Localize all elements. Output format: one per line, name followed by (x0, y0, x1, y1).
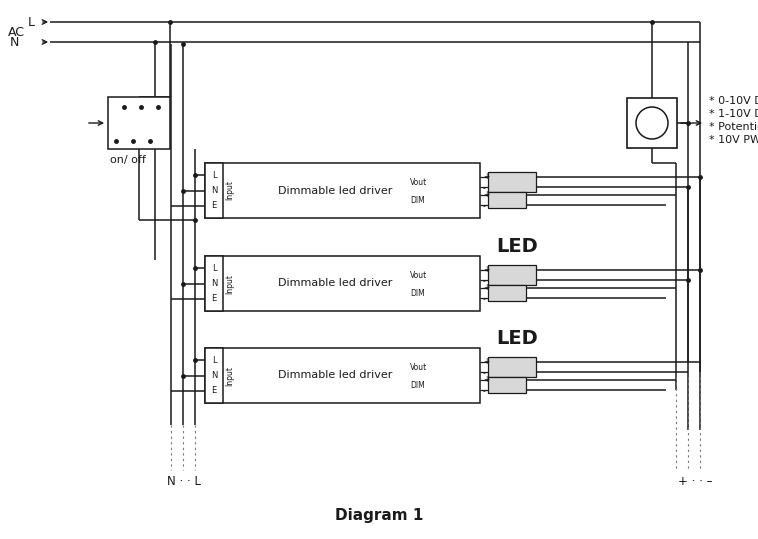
Text: N · · L: N · · L (167, 475, 201, 488)
Text: Vout: Vout (410, 363, 428, 372)
Text: -: - (483, 277, 486, 286)
Bar (488, 265, 536, 285)
Text: +: + (483, 283, 490, 292)
Text: * 1-10V DC: * 1-10V DC (709, 109, 758, 119)
Text: DIM: DIM (410, 289, 424, 298)
Text: N: N (211, 186, 218, 195)
Text: E: E (211, 386, 217, 396)
Text: +: + (483, 265, 490, 274)
Text: AC: AC (8, 25, 25, 38)
Text: +: + (483, 375, 490, 384)
Text: E: E (211, 202, 217, 210)
Text: Vout: Vout (410, 271, 428, 280)
Bar (205, 256, 480, 311)
Text: N: N (211, 279, 218, 288)
Bar (205, 348, 480, 403)
Bar (205, 163, 480, 218)
Text: L: L (211, 356, 216, 364)
Bar (627, 98, 677, 148)
Text: E: E (211, 294, 217, 303)
Bar (205, 163, 223, 218)
Text: Input: Input (225, 181, 234, 201)
Text: Dimmable led driver: Dimmable led driver (278, 370, 393, 381)
Text: Input: Input (225, 273, 234, 294)
Text: + · · –: + · · – (678, 475, 713, 488)
Text: -: - (483, 387, 486, 396)
Text: -: - (483, 202, 486, 211)
Text: +: + (483, 357, 490, 366)
Text: N: N (10, 36, 20, 49)
Text: +: + (483, 190, 490, 199)
Text: -: - (483, 184, 486, 193)
Text: LED: LED (496, 237, 538, 255)
Bar (205, 348, 223, 403)
Text: on/ off: on/ off (110, 155, 146, 165)
Text: DIM: DIM (410, 196, 424, 205)
Text: * 0-10V DC: * 0-10V DC (709, 96, 758, 106)
Text: -: - (483, 295, 486, 304)
Text: Diagram 1: Diagram 1 (335, 508, 423, 523)
Text: -: - (483, 369, 486, 378)
Text: L: L (211, 171, 216, 179)
Text: Dimmable led driver: Dimmable led driver (278, 185, 393, 196)
Bar (488, 357, 536, 377)
Text: L: L (211, 264, 216, 273)
Text: Dimmable led driver: Dimmable led driver (278, 279, 393, 288)
Text: +: + (483, 172, 490, 181)
Text: LED: LED (496, 328, 538, 348)
Circle shape (636, 107, 668, 139)
Bar (488, 285, 526, 301)
Text: Vout: Vout (410, 178, 428, 186)
Text: DIM: DIM (410, 381, 424, 390)
Bar (488, 377, 526, 393)
Bar (205, 256, 223, 311)
Text: Input: Input (225, 365, 234, 385)
Bar (488, 192, 526, 209)
Text: * Potentiometer: * Potentiometer (709, 122, 758, 132)
Bar (488, 172, 536, 192)
Bar (108, 97, 170, 149)
Text: N: N (211, 371, 218, 380)
Text: L: L (28, 16, 35, 29)
Text: * 10V PWM Signal: * 10V PWM Signal (709, 135, 758, 145)
